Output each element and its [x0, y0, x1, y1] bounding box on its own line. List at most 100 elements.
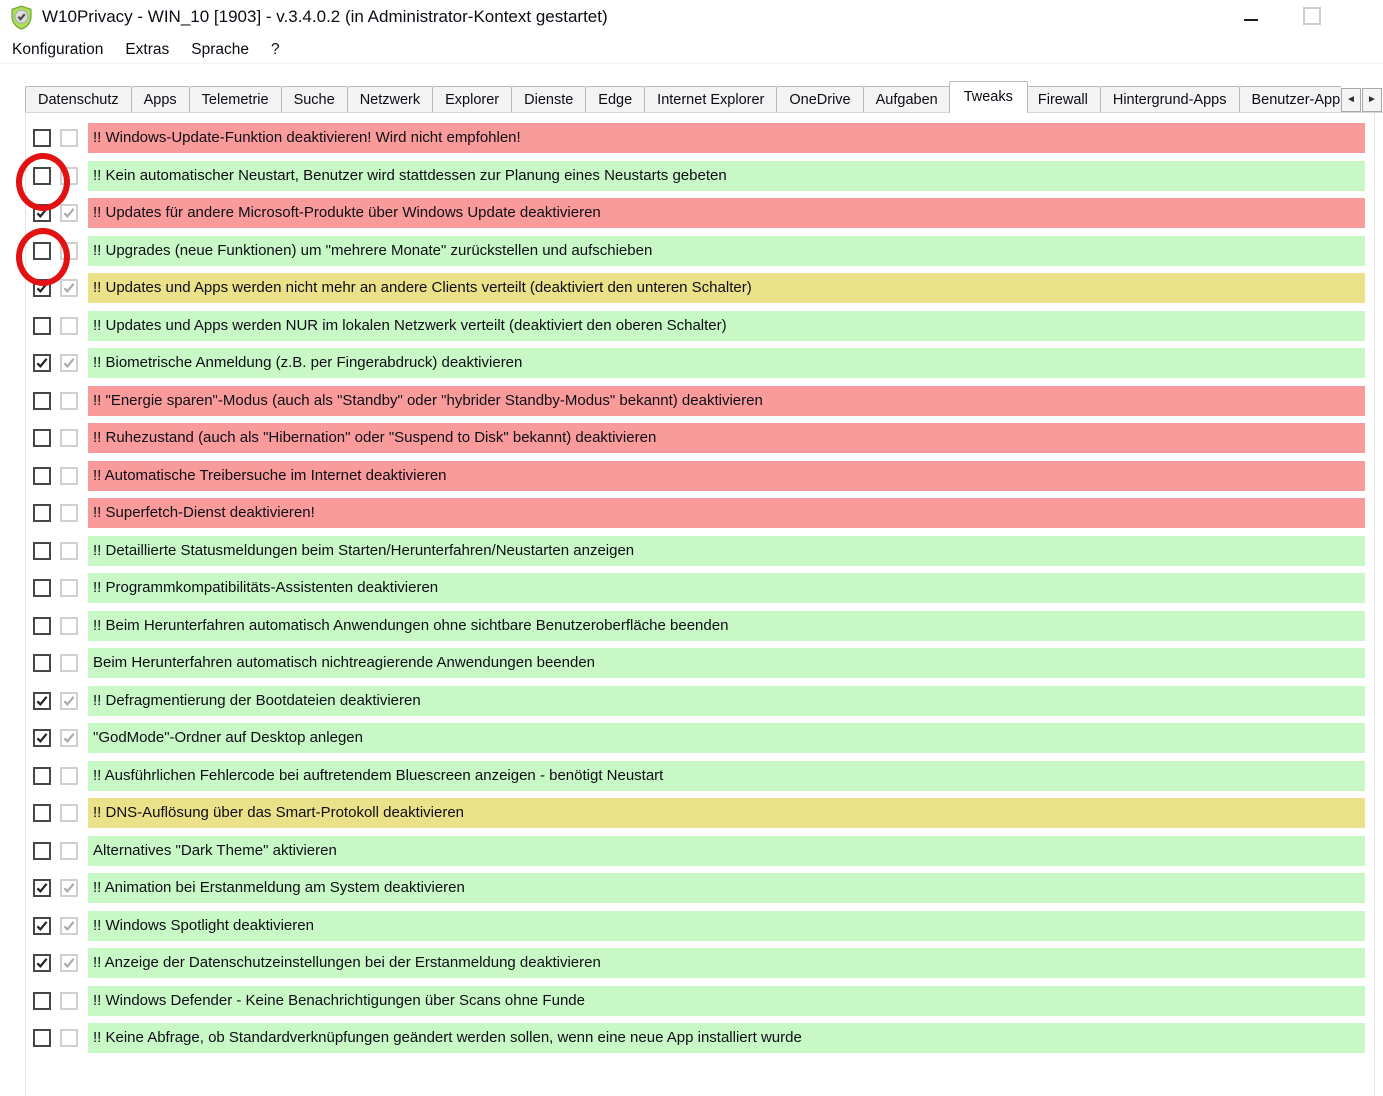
tweak-label: !! Anzeige der Datenschutzeinstellungen …	[88, 948, 1365, 978]
tweak-row: !! Defragmentierung der Bootdateien deak…	[0, 685, 1383, 716]
tweak-checkbox[interactable]	[33, 241, 51, 260]
tweak-row: !! Ausführlichen Fehlercode bei auftrete…	[0, 760, 1383, 791]
tweak-label: !! Windows-Update-Funktion deaktivieren!…	[88, 123, 1365, 153]
tweak-row: !! "Energie sparen"-Modus (auch als "Sta…	[0, 385, 1383, 416]
tweak-label: !! Windows Spotlight deaktivieren	[88, 910, 1365, 941]
tab-page-border-left	[25, 112, 26, 1096]
check-icon	[63, 883, 75, 894]
check-icon	[36, 283, 48, 294]
tweak-checkbox-readonly	[60, 241, 78, 260]
maximize-button[interactable]	[1303, 7, 1321, 25]
tab-onedrive[interactable]: OneDrive	[777, 86, 864, 113]
tab-strip: Datenschutz Apps Telemetrie Suche Netzwerk Ex…	[25, 79, 1341, 113]
tweak-checkbox[interactable]	[33, 204, 51, 222]
tweak-label: !! Detaillierte Statusmeldungen beim Sta…	[88, 535, 1365, 566]
tweak-checkbox-readonly	[60, 579, 78, 597]
tweak-row: !! Beim Herunterfahren automatisch Anwen…	[0, 610, 1383, 641]
tweak-checkbox[interactable]	[33, 541, 51, 560]
tweak-checkbox-readonly	[60, 391, 78, 410]
tweak-checkbox[interactable]	[33, 429, 51, 447]
tweak-checkbox[interactable]	[33, 279, 51, 297]
menu-item-sprache[interactable]: Sprache	[191, 40, 250, 58]
tweak-checkbox-readonly	[60, 654, 78, 672]
tweak-label: !! Windows Defender - Keine Benachrichti…	[88, 985, 1365, 1016]
tweak-checkbox-readonly	[60, 954, 78, 972]
menu-item-extras[interactable]: Extras	[125, 40, 170, 58]
tweak-checkbox[interactable]	[33, 1029, 51, 1047]
tweak-checkbox[interactable]	[33, 466, 51, 485]
tweak-checkbox[interactable]	[33, 166, 51, 185]
tweak-checkbox[interactable]	[33, 354, 51, 372]
check-icon	[63, 695, 75, 706]
tweak-checkbox[interactable]	[33, 691, 51, 710]
tab-internet-explorer[interactable]: Internet Explorer	[645, 86, 778, 113]
tweak-checkbox-readonly	[60, 129, 78, 147]
tweak-checkbox[interactable]	[33, 729, 51, 747]
tweak-label: !! Animation bei Erstanmeldung am System…	[88, 873, 1365, 903]
tweak-label: !! Ruhezustand (auch als "Hibernation" o…	[88, 423, 1365, 453]
tweak-row: !! Updates und Apps werden nicht mehr an…	[0, 273, 1383, 303]
tab-scroll-left-button[interactable]: ◄	[1341, 88, 1361, 112]
tweak-checkbox-readonly	[60, 804, 78, 822]
title-bar: W10Privacy - WIN_10 [1903] - v.3.4.0.2 (…	[0, 0, 1383, 34]
tweak-label: !! Beim Herunterfahren automatisch Anwen…	[88, 610, 1365, 641]
tab-suche[interactable]: Suche	[281, 86, 348, 113]
window-title: W10Privacy - WIN_10 [1903] - v.3.4.0.2 (…	[42, 7, 608, 26]
tweak-checkbox[interactable]	[33, 841, 51, 860]
menu-item-konfiguration[interactable]: Konfiguration	[12, 40, 104, 58]
tab-datenschutz[interactable]: Datenschutz	[25, 86, 132, 113]
tweak-checkbox[interactable]	[33, 391, 51, 410]
menu-item-hilfe[interactable]: ?	[271, 40, 280, 58]
tweak-checkbox[interactable]	[33, 916, 51, 935]
tweak-checkbox[interactable]	[33, 879, 51, 897]
tweak-label: !! "Energie sparen"-Modus (auch als "Sta…	[88, 385, 1365, 416]
tweak-checkbox[interactable]	[33, 654, 51, 672]
tweak-row: !! Kein automatischer Neustart, Benutzer…	[0, 152, 1383, 211]
tweak-checkbox-readonly	[60, 916, 78, 935]
tweak-checkbox[interactable]	[33, 804, 51, 822]
tweak-row: Beim Herunterfahren automatisch nichtrea…	[0, 648, 1383, 678]
check-icon	[36, 920, 48, 931]
menu-bar: Konfiguration Extras Sprache?	[0, 36, 1383, 64]
tweak-checkbox[interactable]	[33, 579, 51, 597]
tab-telemetrie[interactable]: Telemetrie	[189, 86, 282, 113]
tweak-label: Beim Herunterfahren automatisch nichtrea…	[88, 648, 1365, 678]
tweak-label: !! Upgrades (neue Funktionen) um "mehrer…	[88, 235, 1365, 266]
tweak-label: !! Defragmentierung der Bootdateien deak…	[88, 685, 1365, 716]
check-icon	[63, 733, 75, 744]
tweak-row: "GodMode"-Ordner auf Desktop anlegen	[0, 723, 1383, 753]
tweak-checkbox-readonly	[60, 429, 78, 447]
tweak-checkbox[interactable]	[33, 954, 51, 972]
tab-edge[interactable]: Edge	[586, 86, 646, 113]
tweak-checkbox-readonly	[60, 691, 78, 710]
tweak-label: "GodMode"-Ordner auf Desktop anlegen	[88, 723, 1365, 753]
minimize-button[interactable]	[1236, 6, 1266, 28]
tweak-row: !! Anzeige der Datenschutzeinstellungen …	[0, 948, 1383, 978]
tweak-checkbox[interactable]	[33, 129, 51, 147]
tweak-checkbox[interactable]	[33, 616, 51, 635]
tweak-label: !! Ausführlichen Fehlercode bei auftrete…	[88, 760, 1365, 791]
tweak-checkbox[interactable]	[33, 504, 51, 522]
tweak-checkbox[interactable]	[33, 316, 51, 335]
check-icon	[36, 733, 48, 744]
tab-scroll-right-button[interactable]: ►	[1362, 88, 1382, 112]
tab-netzwerk[interactable]: Netzwerk	[347, 86, 434, 113]
tab-firewall[interactable]: Firewall	[1025, 86, 1101, 113]
tweak-row: !! Animation bei Erstanmeldung am System…	[0, 873, 1383, 903]
tab-dienste[interactable]: Dienste	[512, 86, 587, 113]
tab-hintergrund-apps[interactable]: Hintergrund-Apps	[1100, 86, 1240, 113]
tab-benutzer-app[interactable]: Benutzer-App	[1239, 86, 1341, 113]
tab-explorer[interactable]: Explorer	[433, 86, 513, 113]
tab-apps[interactable]: Apps	[131, 86, 190, 113]
check-icon	[63, 208, 75, 219]
check-icon	[63, 283, 75, 294]
tweak-checkbox-readonly	[60, 466, 78, 485]
tab-aufgaben[interactable]: Aufgaben	[863, 86, 951, 113]
tab-tweaks[interactable]: Tweaks	[948, 81, 1028, 113]
tweak-row: !! Superfetch-Dienst deaktivieren!	[0, 498, 1383, 528]
check-icon	[63, 958, 75, 969]
check-icon	[63, 920, 75, 931]
tweak-checkbox[interactable]	[33, 991, 51, 1010]
tweak-label: !! Biometrische Anmeldung (z.B. per Fing…	[88, 348, 1365, 378]
tweak-checkbox[interactable]	[33, 766, 51, 785]
